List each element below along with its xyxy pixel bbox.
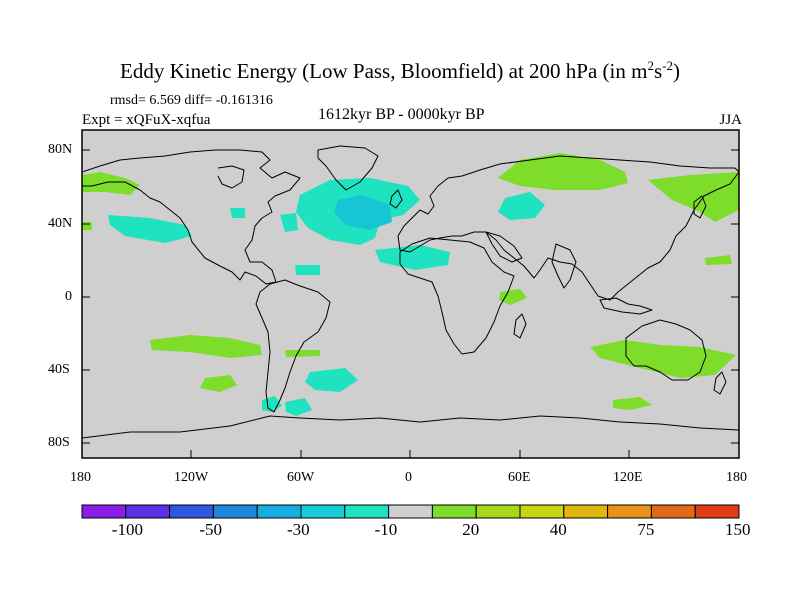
colorbar-swatch bbox=[300, 504, 346, 519]
colorbar-label: -30 bbox=[287, 520, 310, 539]
lat-label: 40S bbox=[48, 362, 70, 377]
anomaly-negative bbox=[108, 215, 192, 243]
anomaly-positive bbox=[285, 350, 320, 357]
colorbar-swatch bbox=[388, 504, 433, 519]
anomaly-positive bbox=[613, 397, 652, 410]
lon-label: 180 bbox=[70, 470, 91, 485]
colorbar-label: -10 bbox=[374, 520, 398, 539]
lon-label: 60E bbox=[508, 470, 531, 485]
lon-label: 0 bbox=[405, 470, 412, 485]
antarctica-coast bbox=[82, 415, 739, 439]
colorbar-label: 40 bbox=[549, 520, 567, 539]
colorbar-swatch bbox=[475, 504, 521, 519]
stats-label: rmsd= 6.569 diff= -0.161316 bbox=[110, 93, 273, 108]
lat-label: 0 bbox=[65, 289, 72, 304]
coastlines bbox=[82, 145, 739, 439]
anomaly-negative bbox=[285, 398, 312, 416]
lon-label: 180 bbox=[726, 470, 747, 485]
lat-label: 40N bbox=[48, 216, 73, 231]
colorbar-swatch bbox=[650, 504, 696, 519]
anomaly-positive bbox=[200, 375, 237, 392]
colorbar-swatch bbox=[694, 504, 740, 519]
north-america-coast bbox=[82, 149, 301, 285]
lat-ticks bbox=[82, 149, 739, 458]
anomaly-negative bbox=[230, 208, 245, 218]
map-background bbox=[82, 130, 739, 458]
anomaly-positive bbox=[498, 153, 628, 190]
uk-coast bbox=[389, 189, 403, 209]
colorbar-label: 75 bbox=[637, 520, 655, 539]
greenland-coast bbox=[317, 145, 379, 191]
lon-label: 120W bbox=[174, 470, 209, 485]
colorbar-swatch bbox=[344, 504, 390, 519]
colorbar-swatch bbox=[519, 504, 565, 519]
colorbar bbox=[81, 504, 740, 519]
figure-title: Eddy Kinetic Energy (Low Pass, Bloomfiel… bbox=[120, 58, 680, 83]
colorbar-swatch bbox=[607, 504, 652, 519]
south-america-coast bbox=[255, 279, 331, 413]
season-label: JJA bbox=[719, 112, 742, 128]
anomaly-negative bbox=[295, 265, 320, 275]
lat-label: 80S bbox=[48, 435, 70, 450]
europe-asia-coast bbox=[397, 155, 739, 301]
colorbar-label: 150 bbox=[725, 520, 751, 539]
anomaly-strong-negative bbox=[334, 195, 392, 230]
colorbar-swatch bbox=[563, 504, 609, 519]
lon-label: 60W bbox=[287, 470, 315, 485]
anomaly-negative bbox=[375, 245, 450, 270]
lat-label: 80N bbox=[48, 142, 73, 157]
anomaly-positive bbox=[499, 289, 527, 305]
australia-coast bbox=[625, 319, 707, 381]
madagascar-coast bbox=[513, 313, 527, 339]
anomaly-negative bbox=[280, 213, 298, 232]
colorbar-swatch bbox=[81, 504, 127, 519]
colorbar-swatch bbox=[256, 504, 302, 519]
colorbar-swatch bbox=[431, 504, 477, 519]
period-label: 1612kyr BP - 0000kyr BP bbox=[318, 106, 485, 123]
anomaly-negative bbox=[305, 368, 358, 392]
colorbar-swatch bbox=[125, 504, 171, 519]
india-coast bbox=[551, 243, 577, 289]
anomaly-positive bbox=[82, 222, 92, 230]
anomaly-fields bbox=[82, 145, 739, 439]
colorbar-label: -50 bbox=[199, 520, 223, 539]
colorbar-label: 20 bbox=[462, 520, 480, 539]
colorbar-label: -100 bbox=[111, 520, 143, 539]
colorbar-swatch bbox=[169, 504, 214, 519]
anomaly-positive bbox=[82, 172, 140, 195]
indonesia-coast bbox=[599, 297, 653, 315]
new-zealand-coast bbox=[713, 371, 727, 395]
anomaly-positive bbox=[705, 255, 732, 265]
africa-coast bbox=[399, 237, 515, 355]
anomaly-negative bbox=[498, 192, 545, 220]
arabia-coast bbox=[485, 231, 523, 263]
hudson-bay-coast bbox=[217, 165, 245, 189]
anomaly-positive bbox=[150, 335, 262, 358]
japan-coast bbox=[693, 195, 707, 219]
colorbar-swatch bbox=[212, 504, 258, 519]
anomaly-positive bbox=[648, 172, 739, 222]
experiment-label: Expt = xQFuX-xqfua bbox=[82, 112, 211, 128]
lon-label: 120E bbox=[613, 470, 643, 485]
